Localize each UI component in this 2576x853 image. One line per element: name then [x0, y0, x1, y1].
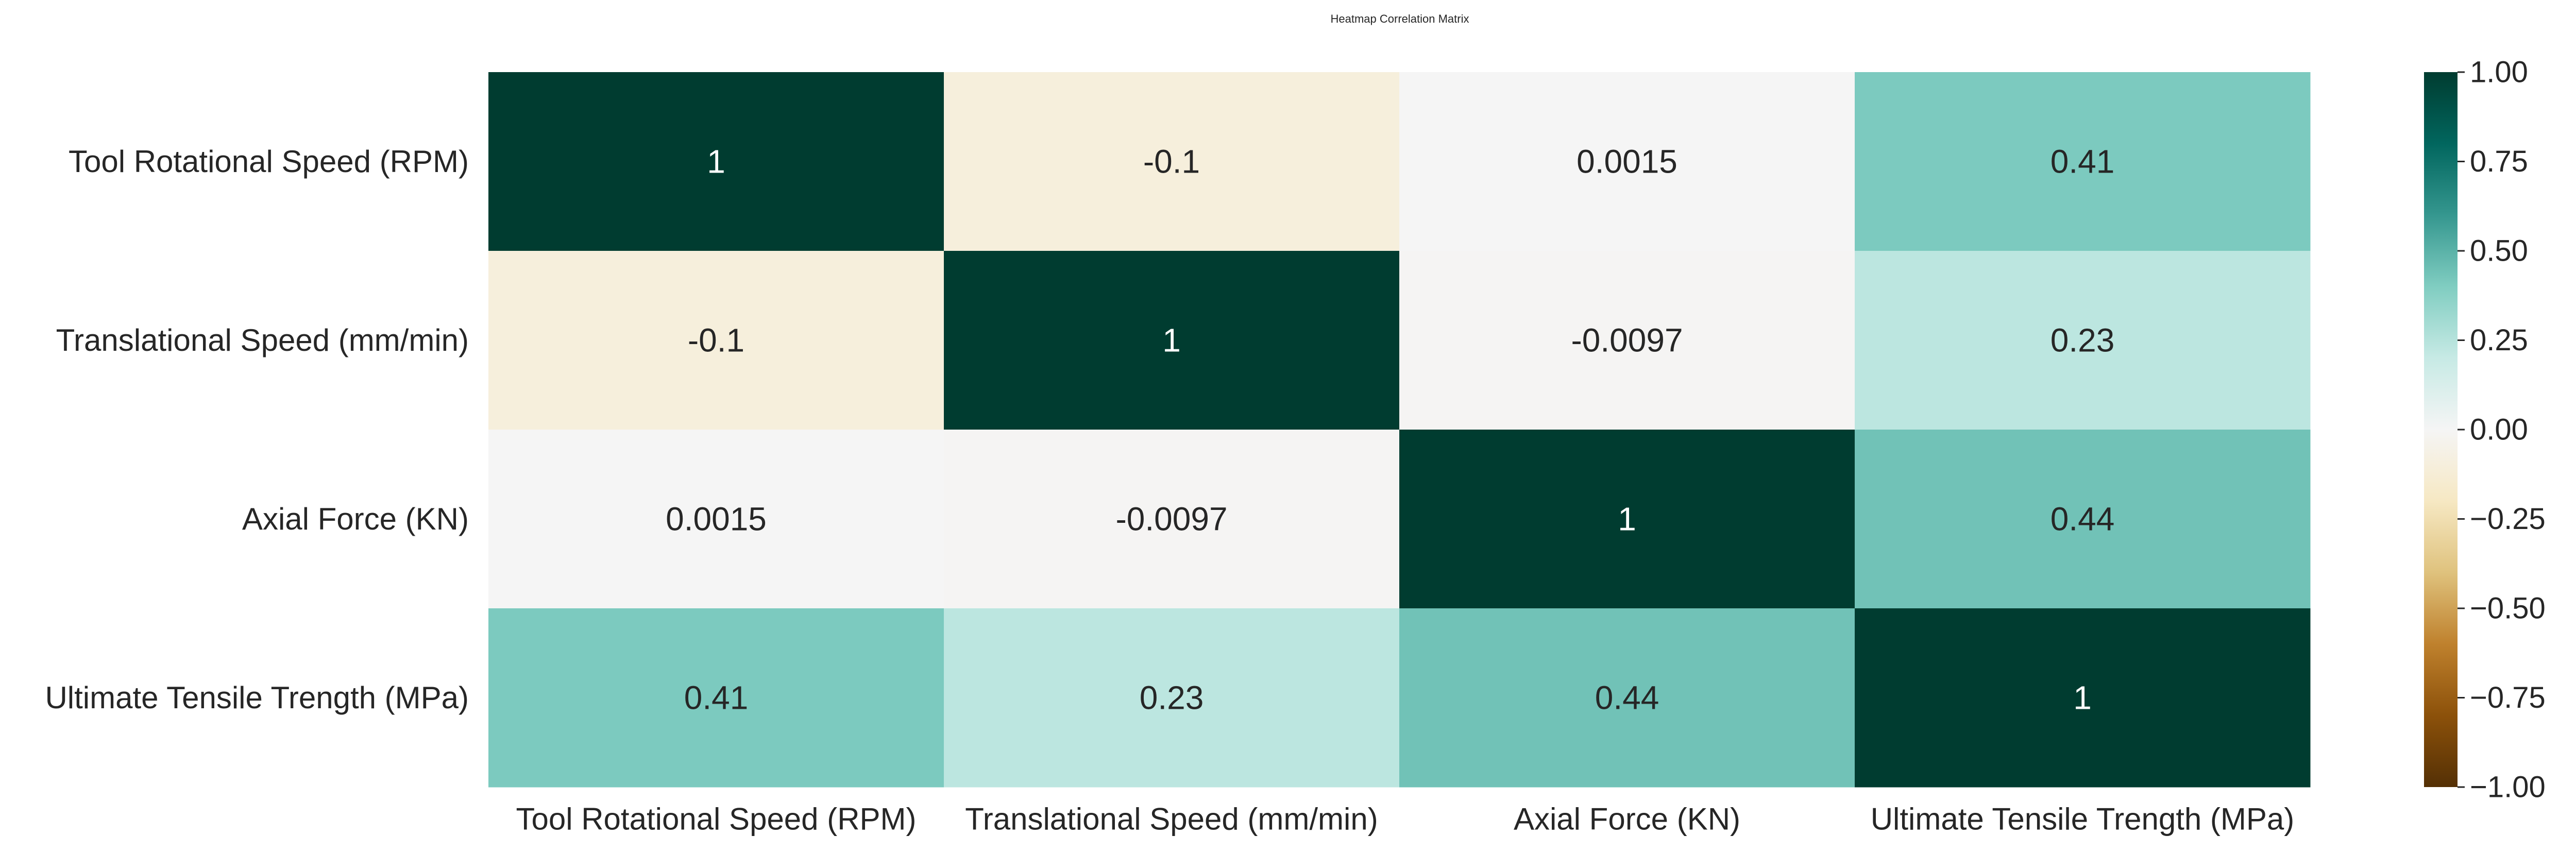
heatmap-cell: [488, 72, 944, 251]
cell-annotation: 0.23: [1140, 679, 1204, 716]
colorbar-tick-label: 0.75: [2470, 145, 2528, 178]
heatmap-cell: [1399, 608, 1855, 788]
y-tick-label: Translational Speed (mm/min): [56, 323, 469, 357]
heatmap-cell: [944, 72, 1400, 251]
x-tick-label: Ultimate Tensile Trength (MPa): [1871, 802, 2295, 837]
heatmap-cells: [488, 72, 2311, 788]
heatmap-cell: [488, 430, 944, 609]
x-tick-label: Axial Force (KN): [1514, 802, 1740, 837]
cell-annotation: -0.0097: [1115, 501, 1227, 538]
y-tick-label: Tool Rotational Speed (RPM): [69, 144, 469, 179]
cell-annotation: -0.1: [688, 322, 744, 359]
heatmap-cell: [1855, 430, 2311, 609]
colorbar-tick-label: 0.25: [2470, 323, 2528, 357]
heatmap-cell: [944, 430, 1400, 609]
colorbar-tick-label: −0.25: [2470, 502, 2546, 536]
heatmap-cell: [1855, 72, 2311, 251]
cell-annotation: -0.1: [1143, 143, 1200, 180]
heatmap-cell: [944, 608, 1400, 788]
colorbar-gradient: [2424, 72, 2458, 787]
colorbar-tick-label: −1.00: [2470, 771, 2546, 804]
heatmap-cell: [1399, 430, 1855, 609]
cell-annotation: 1: [707, 143, 725, 180]
cell-annotation: 0.23: [2050, 322, 2115, 359]
x-tick-label: Tool Rotational Speed (RPM): [516, 802, 916, 837]
cell-annotation: 1: [2073, 679, 2092, 716]
heatmap-cell: [1855, 608, 2311, 788]
y-axis-tick-labels: Tool Rotational Speed (RPM) Translational…: [45, 144, 469, 715]
heatmap-cell: [488, 608, 944, 788]
cell-annotation: 1: [1162, 322, 1181, 359]
cell-annotation: -0.0097: [1571, 322, 1683, 359]
x-axis-tick-labels: Tool Rotational Speed (RPM) Translational…: [516, 802, 2294, 837]
cell-annotation: 0.0015: [666, 501, 767, 538]
y-tick-label: Axial Force (KN): [242, 502, 469, 536]
colorbar-tick-label: 0.00: [2470, 413, 2528, 447]
cell-annotation: 0.41: [2050, 143, 2115, 180]
cell-annotation: 0.41: [684, 679, 749, 716]
heatmap-cell: [944, 251, 1400, 430]
cell-annotation: 0.44: [1595, 679, 1659, 716]
chart-title: Heatmap Correlation Matrix: [1331, 12, 1469, 25]
cell-annotation: 0.0015: [1577, 143, 1677, 180]
colorbar-tick-label: −0.75: [2470, 681, 2546, 714]
colorbar-tick-label: −0.50: [2470, 592, 2546, 625]
heatmap-cell: [1855, 251, 2311, 430]
x-tick-label: Translational Speed (mm/min): [965, 802, 1378, 837]
cell-annotation: 0.44: [2050, 501, 2115, 538]
cell-annotation: 1: [1618, 501, 1636, 538]
cell-annotations: 1 -0.1 0.0015 0.41 -0.1 1 -0.0097 0.23 0.0015 -0.…: [666, 143, 2114, 716]
heatmap-cell: [1399, 72, 1855, 251]
y-tick-label: Ultimate Tensile Trength (MPa): [45, 680, 469, 715]
heatmap-cell: [1399, 251, 1855, 430]
colorbar-tick-label: 1.00: [2470, 56, 2528, 89]
colorbar: 1.00 0.75 0.50 0.25 0.00 −0.25 −0.50 −0.75 −1.00: [2424, 56, 2546, 804]
heatmap-cell: [488, 251, 944, 430]
colorbar-tick-label: 0.50: [2470, 234, 2528, 268]
colorbar-ticks: 1.00 0.75 0.50 0.25 0.00 −0.25 −0.50 −0.75 −1.00: [2458, 56, 2546, 804]
